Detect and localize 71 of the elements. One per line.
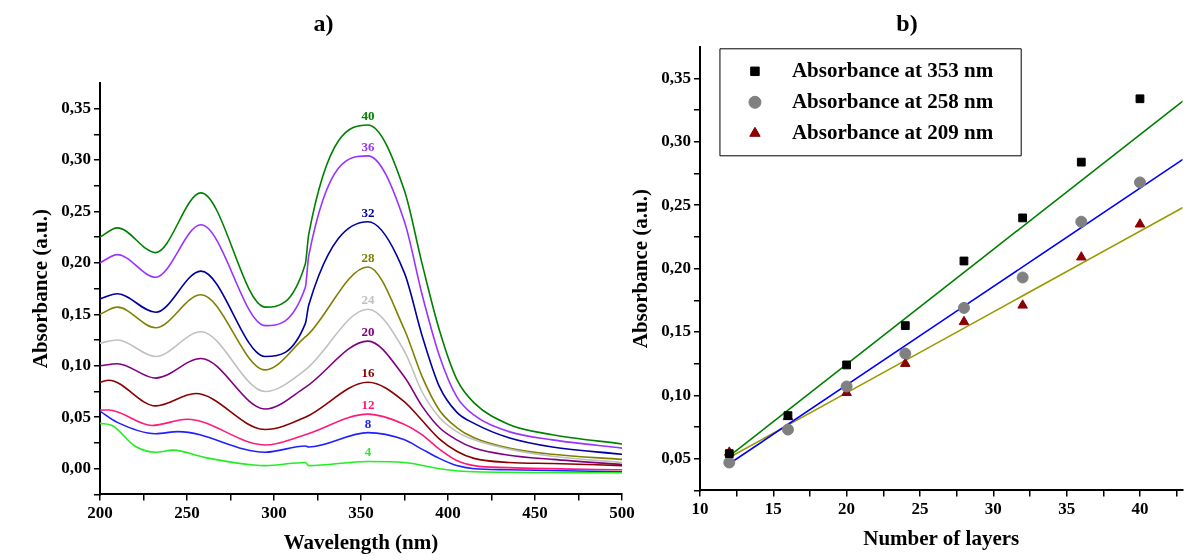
x-tick-label: 20 (838, 498, 856, 518)
x-tick-label: 350 (348, 502, 374, 522)
point (1017, 299, 1028, 309)
point (1076, 157, 1086, 167)
y-tick-label: 0,20 (661, 257, 691, 277)
x-tick-label: 250 (174, 502, 200, 522)
y-tick-label: 0,15 (661, 321, 691, 341)
chart-title: a) (313, 9, 334, 36)
line-series (99, 379, 622, 467)
line-series (99, 220, 622, 456)
x-axis-title: Number of layers (863, 525, 1020, 550)
y-axis-title: Absorbance (a.u.) (628, 188, 653, 349)
line-series (99, 422, 622, 474)
y-axis-title: Absorbance (a.u.) (28, 208, 53, 369)
x-tick-label: 30 (984, 498, 1002, 518)
line-series (99, 266, 622, 461)
point (957, 301, 970, 314)
line-series (99, 340, 622, 466)
x-tick-label: 500 (609, 502, 635, 522)
x-tick-label: 15 (764, 498, 782, 518)
y-tick-label: 0,10 (661, 384, 691, 404)
point (781, 423, 794, 436)
x-tick-label: 300 (261, 502, 287, 522)
point (840, 380, 853, 393)
point (842, 360, 852, 370)
point (1076, 251, 1087, 261)
series-label: 40 (361, 107, 375, 123)
y-tick-label: 0,05 (661, 448, 691, 468)
x-tick-label: 40 (1131, 498, 1149, 518)
point (1016, 271, 1029, 284)
point (900, 321, 910, 331)
point (1135, 94, 1145, 104)
series-label: 36 (361, 138, 375, 154)
legend-label: Absorbance at 353 nm (791, 57, 994, 82)
chart-title: b) (896, 9, 918, 36)
series-label: 4 (364, 444, 372, 460)
x-axis-title: Wavelength (nm) (283, 529, 439, 554)
point (1018, 213, 1028, 223)
y-tick-label: 0,30 (61, 149, 91, 169)
legend-label: Absorbance at 258 nm (791, 88, 994, 113)
series-label: 16 (361, 365, 375, 381)
point (959, 256, 969, 266)
y-tick-label: 0,05 (61, 406, 91, 426)
series-label: 32 (361, 204, 375, 220)
x-tick-label: 25 (911, 498, 929, 518)
point (1075, 215, 1088, 228)
series-label: 8 (364, 415, 372, 431)
y-tick-label: 0,00 (61, 458, 91, 478)
series-label: 20 (361, 323, 375, 339)
x-tick-label: 200 (87, 502, 113, 522)
y-tick-label: 0,20 (61, 252, 91, 272)
x-tick-label: 35 (1058, 498, 1076, 518)
series-label: 24 (361, 292, 375, 308)
point (899, 347, 912, 360)
series-label: 28 (361, 249, 375, 265)
y-tick-label: 0,25 (661, 194, 691, 214)
legend-label: Absorbance at 209 nm (791, 119, 994, 144)
x-tick-label: 10 (691, 498, 709, 518)
point (1134, 218, 1146, 228)
line-series (99, 308, 622, 464)
y-tick-label: 0,25 (61, 200, 91, 220)
x-tick-label: 450 (522, 502, 548, 522)
x-tick-label: 400 (435, 502, 461, 522)
point (1133, 176, 1146, 189)
y-tick-label: 0,30 (661, 131, 691, 151)
point (958, 315, 970, 326)
y-tick-label: 0,15 (61, 303, 91, 323)
y-tick-label: 0,35 (61, 97, 91, 117)
series-label: 12 (361, 397, 375, 412)
y-tick-label: 0,10 (61, 355, 91, 375)
y-tick-label: 0,35 (661, 67, 691, 87)
